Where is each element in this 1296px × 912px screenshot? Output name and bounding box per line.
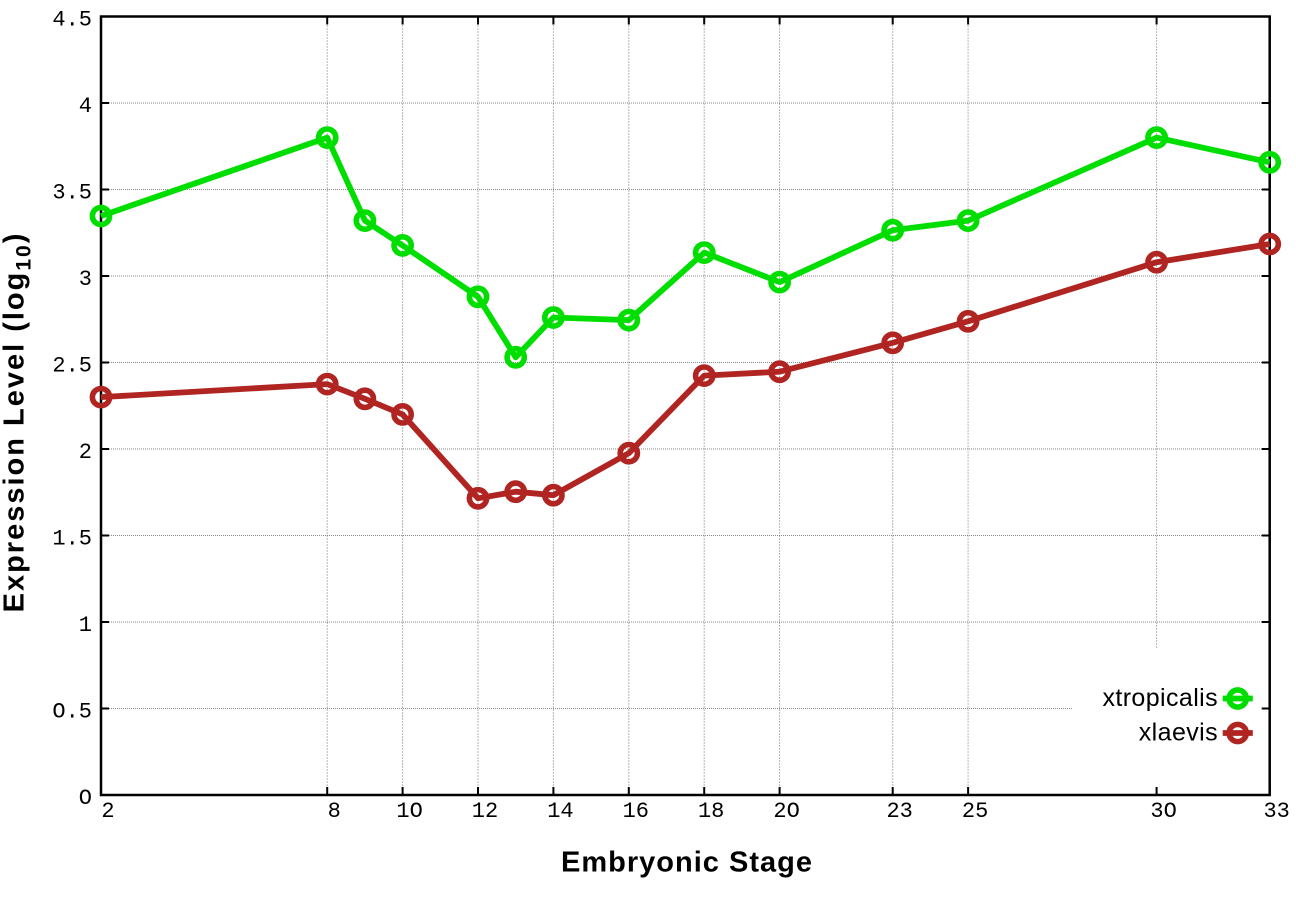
svg-text:2: 2 xyxy=(101,799,114,824)
svg-text:1.5: 1.5 xyxy=(52,526,92,551)
svg-text:12: 12 xyxy=(472,799,498,824)
svg-text:xlaevis: xlaevis xyxy=(1139,719,1218,747)
svg-text:Expression Level (log10): Expression Level (log10) xyxy=(0,232,36,613)
svg-text:18: 18 xyxy=(698,799,724,824)
svg-text:3: 3 xyxy=(79,267,92,292)
svg-text:16: 16 xyxy=(623,799,649,824)
svg-text:33: 33 xyxy=(1263,799,1289,824)
svg-text:O.5: O.5 xyxy=(52,699,92,724)
svg-text:Embryonic Stage: Embryonic Stage xyxy=(561,847,813,879)
svg-text:4: 4 xyxy=(79,94,92,119)
svg-text:8: 8 xyxy=(328,799,341,824)
svg-text:4.5: 4.5 xyxy=(52,7,92,32)
svg-text:23: 23 xyxy=(886,799,912,824)
svg-text:2: 2 xyxy=(79,440,92,465)
svg-text:3O: 3O xyxy=(1150,799,1176,824)
svg-text:xtropicalis: xtropicalis xyxy=(1102,684,1218,712)
svg-text:3.5: 3.5 xyxy=(52,180,92,205)
svg-text:25: 25 xyxy=(962,799,988,824)
svg-text:2.5: 2.5 xyxy=(52,353,92,378)
svg-text:1O: 1O xyxy=(396,799,422,824)
svg-text:2O: 2O xyxy=(773,799,799,824)
svg-text:O: O xyxy=(79,786,92,811)
svg-text:14: 14 xyxy=(547,799,573,824)
svg-text:1: 1 xyxy=(79,613,92,638)
